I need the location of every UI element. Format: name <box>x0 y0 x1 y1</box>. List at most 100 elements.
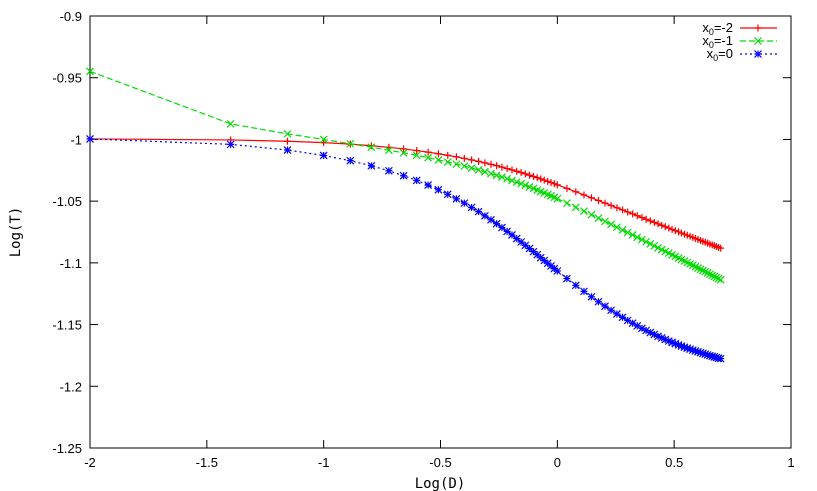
series-0-point <box>587 194 595 202</box>
series-1-point <box>521 181 530 190</box>
series-0-point <box>624 208 632 216</box>
series-1-point <box>712 273 721 282</box>
y-tick-label: -1.25 <box>52 441 82 456</box>
series-0-point <box>468 156 476 164</box>
legend-marker-1 <box>754 37 762 45</box>
series-1-point <box>601 217 609 226</box>
series-1-point <box>571 203 580 212</box>
series-0-point <box>475 157 483 165</box>
series-1-point <box>399 148 408 157</box>
x-tick-label: 0 <box>554 455 561 470</box>
series-0-point <box>434 150 442 158</box>
series-2-point <box>346 156 355 165</box>
series-0-point <box>320 139 328 147</box>
series-2-point <box>607 306 616 315</box>
series-2-point <box>412 176 421 185</box>
y-axis-label: Log(T) <box>8 207 24 258</box>
series-0-point <box>572 188 580 196</box>
series-1-point <box>480 167 489 176</box>
series-0-point <box>580 191 588 199</box>
series-layer <box>86 67 725 363</box>
series-2-point <box>601 302 609 311</box>
series-1-point <box>612 223 621 232</box>
series-2-point <box>474 207 483 216</box>
series-1-point <box>346 139 355 148</box>
series-1-point <box>594 214 603 223</box>
series-0-point <box>460 154 468 162</box>
x-tick-label: -1 <box>318 455 330 470</box>
series-1-point <box>618 225 627 234</box>
series-2-point <box>553 267 562 275</box>
y-tick-label: -0.95 <box>52 71 82 86</box>
series-0-point <box>563 184 571 192</box>
series-0-point <box>537 175 545 183</box>
series-1-point <box>367 143 376 152</box>
series-0-point <box>521 170 529 178</box>
series-line-2 <box>89 138 721 360</box>
series-0-point <box>481 159 489 167</box>
series-0-point <box>503 165 511 173</box>
legend-label-sub: 0 <box>713 53 718 63</box>
series-2-point <box>492 219 501 228</box>
x-axis-label: Log(D) <box>415 476 466 491</box>
series-0-point <box>553 181 561 189</box>
series-1-point <box>508 176 516 185</box>
legend-label-base: x <box>702 20 709 35</box>
series-1-point <box>633 233 642 242</box>
series-0-point <box>452 153 460 161</box>
series-0-point <box>513 167 521 175</box>
legend-label-0: x0=-2 <box>702 20 733 37</box>
series-1-point <box>694 264 702 272</box>
series-0-point <box>367 142 375 150</box>
legend-label-rest: =-2 <box>714 20 733 35</box>
legend-label-sub: 0 <box>709 27 714 37</box>
series-0-point <box>607 201 615 209</box>
x-tick-label: 0.5 <box>665 455 683 470</box>
series-1-point <box>503 174 512 183</box>
series-line-1 <box>89 70 721 281</box>
series-0-point <box>529 172 537 180</box>
series-1-point <box>646 239 655 248</box>
legend-label-1: x0=-1 <box>702 33 733 50</box>
series-0-point <box>629 210 637 218</box>
series-1-point <box>474 165 483 174</box>
series-0-point <box>533 174 541 182</box>
series-1-point <box>467 164 476 172</box>
series-1-point <box>701 267 710 276</box>
x-tick-label: -1.5 <box>196 455 218 470</box>
series-0-point <box>646 217 654 225</box>
series-2-point <box>503 227 512 236</box>
series-1-point <box>628 231 637 239</box>
series-1-point <box>487 169 495 178</box>
series-2-point <box>517 238 526 246</box>
series-1-point <box>283 129 292 138</box>
series-2-point <box>460 199 469 208</box>
series-1-point <box>434 155 443 164</box>
series-1-point <box>696 265 705 274</box>
series-1-point <box>714 274 723 283</box>
series-0-point <box>677 229 685 237</box>
series-0-point <box>613 204 621 212</box>
series-1-point <box>517 179 526 188</box>
series-2-point <box>424 181 433 190</box>
legend-label-base: x <box>707 46 714 61</box>
series-1-point <box>384 146 393 155</box>
series-1-point <box>319 135 328 144</box>
series-2-point <box>498 223 506 232</box>
series-1-point <box>443 158 452 166</box>
y-tick-label: -0.9 <box>60 9 82 24</box>
series-0-point <box>654 220 662 228</box>
series-2-point <box>467 203 476 212</box>
series-2-point <box>384 166 393 175</box>
series-0-point <box>650 218 658 226</box>
series-1-point <box>642 237 651 246</box>
plot-frame <box>89 15 792 449</box>
series-0-point <box>424 148 432 156</box>
legend-label-base: x <box>702 33 709 48</box>
series-2-point <box>434 185 443 194</box>
series-1-point <box>710 272 719 281</box>
series-2-point <box>508 231 516 239</box>
series-0-point <box>601 199 609 207</box>
series-1-point <box>654 243 662 252</box>
legend-marker-0 <box>754 24 762 32</box>
